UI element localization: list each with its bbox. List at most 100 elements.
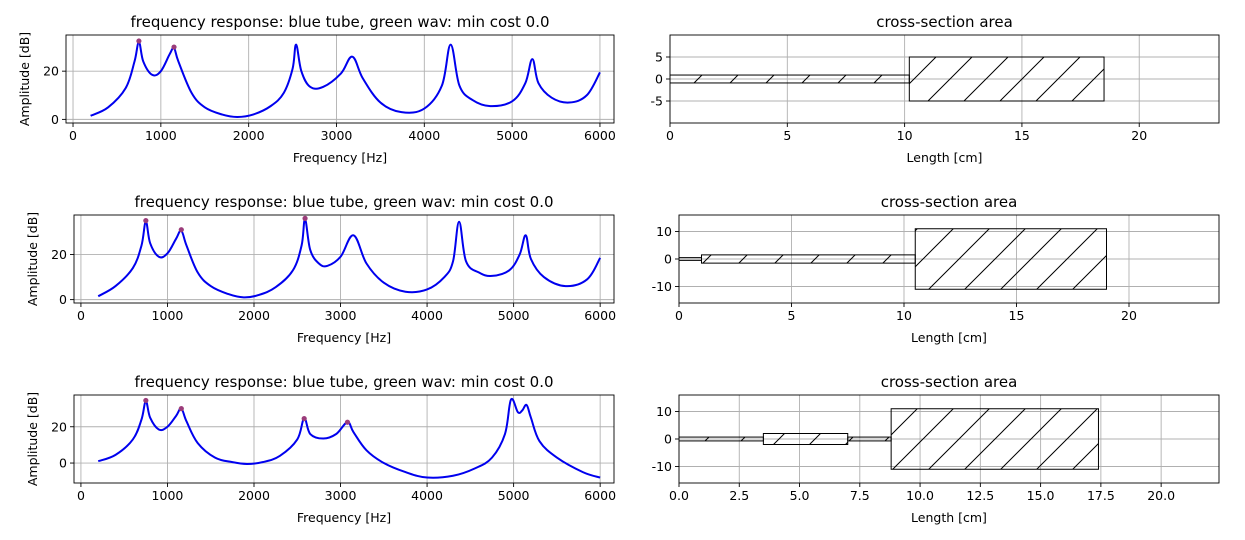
x-tick-label: 1000: [145, 128, 177, 143]
y-axis-label: Amplitude [dB]: [25, 392, 40, 486]
x-tick-label: 5.0: [790, 488, 810, 503]
cross-section-segment: [914, 228, 1107, 290]
y-tick-label: 10: [656, 224, 672, 239]
x-tick-label: 3000: [325, 488, 357, 503]
y-tick-label: 20: [51, 247, 67, 262]
cross-section-segment: [890, 408, 1099, 470]
y-axis-label: Amplitude [dB]: [17, 32, 32, 126]
x-tick-label: 0: [69, 128, 77, 143]
x-tick-label: 2000: [233, 128, 265, 143]
cross-section-segment: [908, 56, 1105, 102]
y-tick-label: 0: [59, 292, 67, 307]
subplot-title: cross-section area: [881, 193, 1018, 211]
x-tick-label: 20.0: [1147, 488, 1175, 503]
x-tick-label: 0: [77, 488, 85, 503]
x-tick-label: 17.5: [1087, 488, 1115, 503]
y-tick-label: 0: [51, 112, 59, 127]
x-tick-label: 6000: [584, 308, 616, 323]
x-tick-label: 0: [675, 308, 683, 323]
x-axis-label: Frequency [Hz]: [293, 150, 387, 165]
x-tick-label: 1000: [152, 488, 184, 503]
cross-section-segment: [847, 436, 892, 442]
x-tick-label: 4000: [411, 488, 443, 503]
plot-area: [97, 397, 601, 479]
series-line: [97, 397, 601, 479]
y-tick-label: 10: [656, 404, 672, 419]
y-tick-label: -10: [652, 459, 672, 474]
subplot-title: frequency response: blue tube, green wav…: [134, 193, 553, 211]
x-tick-label: 5: [788, 308, 796, 323]
cross-section-segment: [762, 433, 849, 445]
peak-marker: [143, 218, 149, 224]
peak-marker: [301, 415, 307, 422]
axes-frame: [73, 214, 615, 304]
x-tick-label: 10.0: [906, 488, 934, 503]
series-line: [90, 41, 601, 118]
x-tick-label: 2000: [238, 308, 270, 323]
x-tick-label: 12.5: [966, 488, 994, 503]
cross-section-segment: [679, 436, 764, 442]
x-axis-label: Frequency [Hz]: [297, 510, 391, 525]
peak-marker: [171, 44, 177, 50]
subplot-1: 0 1000 2000 3000 4000 5000 6000 0 20 frequency re…: [17, 13, 616, 165]
peak-marker: [178, 227, 184, 233]
x-tick-label: 20: [1131, 128, 1147, 143]
x-tick-label: 0.0: [669, 488, 689, 503]
cross-section-segment: [701, 254, 916, 264]
subplot-2: 0 1000 2000 3000 4000 5000 6000 0 20 frequency re…: [25, 193, 616, 345]
x-tick-label: 6000: [584, 128, 616, 143]
x-tick-label: 0: [666, 128, 674, 143]
y-tick-label: 5: [655, 50, 663, 65]
plot-area: [90, 38, 601, 118]
x-tick-label: 2000: [238, 488, 270, 503]
cross-section-segment: [679, 257, 702, 261]
x-axis-label: Length [cm]: [911, 330, 987, 345]
subplot-title: cross-section area: [881, 373, 1018, 391]
y-tick-label: 20: [51, 419, 67, 434]
x-tick-label: 1000: [152, 308, 184, 323]
x-tick-label: 20: [1121, 308, 1137, 323]
x-tick-label: 6000: [584, 488, 616, 503]
peak-marker: [344, 419, 351, 425]
x-tick-label: 0: [77, 308, 85, 323]
peak-marker: [302, 215, 308, 221]
x-tick-label: 5000: [498, 488, 530, 503]
x-tick-label: 7.5: [850, 488, 870, 503]
x-tick-label: 3000: [321, 128, 353, 143]
peak-marker: [136, 38, 142, 44]
subplot-title: frequency response: blue tube, green wav…: [134, 373, 553, 391]
subplot-4: 0 5 10 15 20 -5 0 5 cross-section area Length [cm…: [651, 13, 1220, 165]
axes-frame: [73, 394, 615, 484]
x-tick-label: 2.5: [729, 488, 749, 503]
x-tick-label: 15: [1014, 128, 1030, 143]
x-tick-label: 15.0: [1027, 488, 1055, 503]
x-tick-label: 10: [896, 308, 912, 323]
peak-marker: [178, 406, 184, 412]
x-tick-label: 10: [897, 128, 913, 143]
plot-area: [679, 408, 1099, 470]
y-axis-label: Amplitude [dB]: [25, 212, 40, 306]
y-tick-label: 0: [655, 72, 663, 87]
subplot-3: 0 1000 2000 3000 4000 5000 6000 0 20 frequency re…: [25, 373, 616, 525]
y-tick-label: 0: [664, 432, 672, 447]
x-tick-label: 5000: [496, 128, 528, 143]
x-tick-label: 5000: [498, 308, 530, 323]
y-tick-label: 20: [43, 64, 59, 79]
y-tick-label: 0: [59, 456, 67, 471]
y-tick-label: -5: [651, 94, 663, 109]
plot-area: [679, 228, 1107, 290]
cross-section-segment: [670, 74, 910, 84]
series-line: [97, 218, 602, 299]
x-tick-label: 4000: [408, 128, 440, 143]
x-axis-label: Length [cm]: [911, 510, 987, 525]
subplot-6: 0.0 2.5 5.0 7.5 10.0 12.5 15.0 17.5 20.0 -10 0 10 cr…: [652, 373, 1220, 525]
x-axis-label: Frequency [Hz]: [297, 330, 391, 345]
axes-frame: [65, 34, 615, 124]
plot-area: [670, 56, 1105, 102]
x-tick-label: 15: [1009, 308, 1025, 323]
y-tick-label: -10: [652, 279, 672, 294]
x-axis-label: Length [cm]: [907, 150, 983, 165]
subplot-title: frequency response: blue tube, green wav…: [130, 13, 549, 31]
